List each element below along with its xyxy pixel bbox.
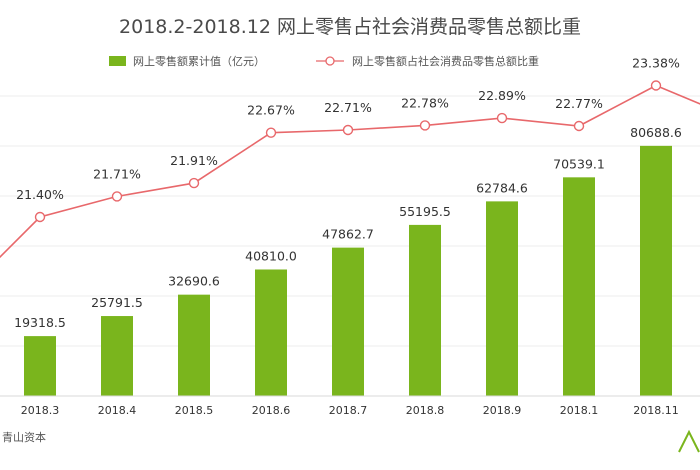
bar [255, 269, 287, 396]
bar-value-label: 62784.6 [476, 180, 528, 195]
bar [24, 336, 56, 396]
bar [332, 247, 364, 396]
bar [640, 145, 672, 396]
legend-line-label: 网上零售额占社会消费品零售总额比重 [352, 54, 539, 68]
line-point [188, 177, 200, 189]
line-point [419, 120, 431, 131]
legend-line-marker [325, 56, 335, 66]
line-value-labels: 21.40% 21.71% 21.91% 22.67% 22.71% 22.78% 22.8… [16, 56, 680, 203]
bar-value-label: 40810.0 [245, 248, 297, 263]
line-point [111, 191, 123, 202]
legend-bar-swatch [109, 56, 126, 66]
legend-bar-label: 网上零售额累计值（亿元） [133, 54, 265, 68]
line-value-label: 21.40% [16, 187, 64, 202]
bar-value-label: 25791.5 [91, 295, 143, 310]
legend: 网上零售额累计值（亿元） 网上零售额占社会消费品零售总额比重 [109, 54, 539, 68]
line-value-label: 22.71% [324, 100, 372, 115]
line-value-label: 22.89% [478, 88, 526, 103]
bar [563, 177, 595, 396]
line-point [34, 211, 46, 223]
line-value-label: 22.77% [555, 96, 603, 111]
bar-series [24, 145, 672, 396]
bar [409, 224, 441, 396]
bar-value-label: 19318.5 [14, 315, 66, 330]
x-tick-label: 2018.6 [252, 404, 291, 417]
x-tick-label: 2018.5 [175, 404, 214, 417]
line-point [650, 80, 662, 91]
x-tick-label: 2018.7 [329, 404, 368, 417]
x-tick-label: 2018.8 [406, 404, 445, 417]
chart-title: 2018.2-2018.12 网上零售占社会消费品零售总额比重 [119, 16, 581, 38]
bar [486, 201, 518, 396]
line-value-label: 22.67% [247, 103, 295, 118]
line-value-label: 22.78% [401, 95, 449, 110]
bar-value-labels: 19318.5 25791.5 32690.6 40810.0 47862.7 55195… [14, 125, 682, 330]
x-tick-label: 2018.4 [98, 404, 137, 417]
line-value-label: 21.71% [93, 166, 141, 181]
source-text: 青山资本 [2, 430, 46, 444]
line-point [573, 120, 585, 132]
line-series [0, 80, 700, 259]
line-point [496, 112, 508, 124]
bar-value-label: 70539.1 [553, 156, 605, 171]
bar-value-label: 47862.7 [322, 227, 374, 242]
x-tick-label: 2018.9 [483, 404, 522, 417]
bar [101, 316, 133, 396]
line-value-label: 21.91% [170, 153, 218, 168]
x-tick-label: 2018.1 [560, 404, 599, 417]
x-tick-label: 2018.11 [633, 404, 679, 417]
bar-value-label: 55195.5 [399, 204, 451, 219]
x-tick-label: 2018.3 [21, 404, 60, 417]
line-point [342, 124, 354, 136]
x-axis-ticks: 2018.3 2018.4 2018.5 2018.6 2018.7 2018.8 2018… [21, 404, 679, 417]
logo-mark-icon [678, 429, 700, 453]
bar-value-label: 80688.6 [630, 125, 682, 140]
bar [178, 294, 210, 396]
line-point [265, 127, 277, 138]
bar-value-label: 32690.6 [168, 274, 220, 289]
line-value-label: 23.38% [632, 56, 680, 71]
